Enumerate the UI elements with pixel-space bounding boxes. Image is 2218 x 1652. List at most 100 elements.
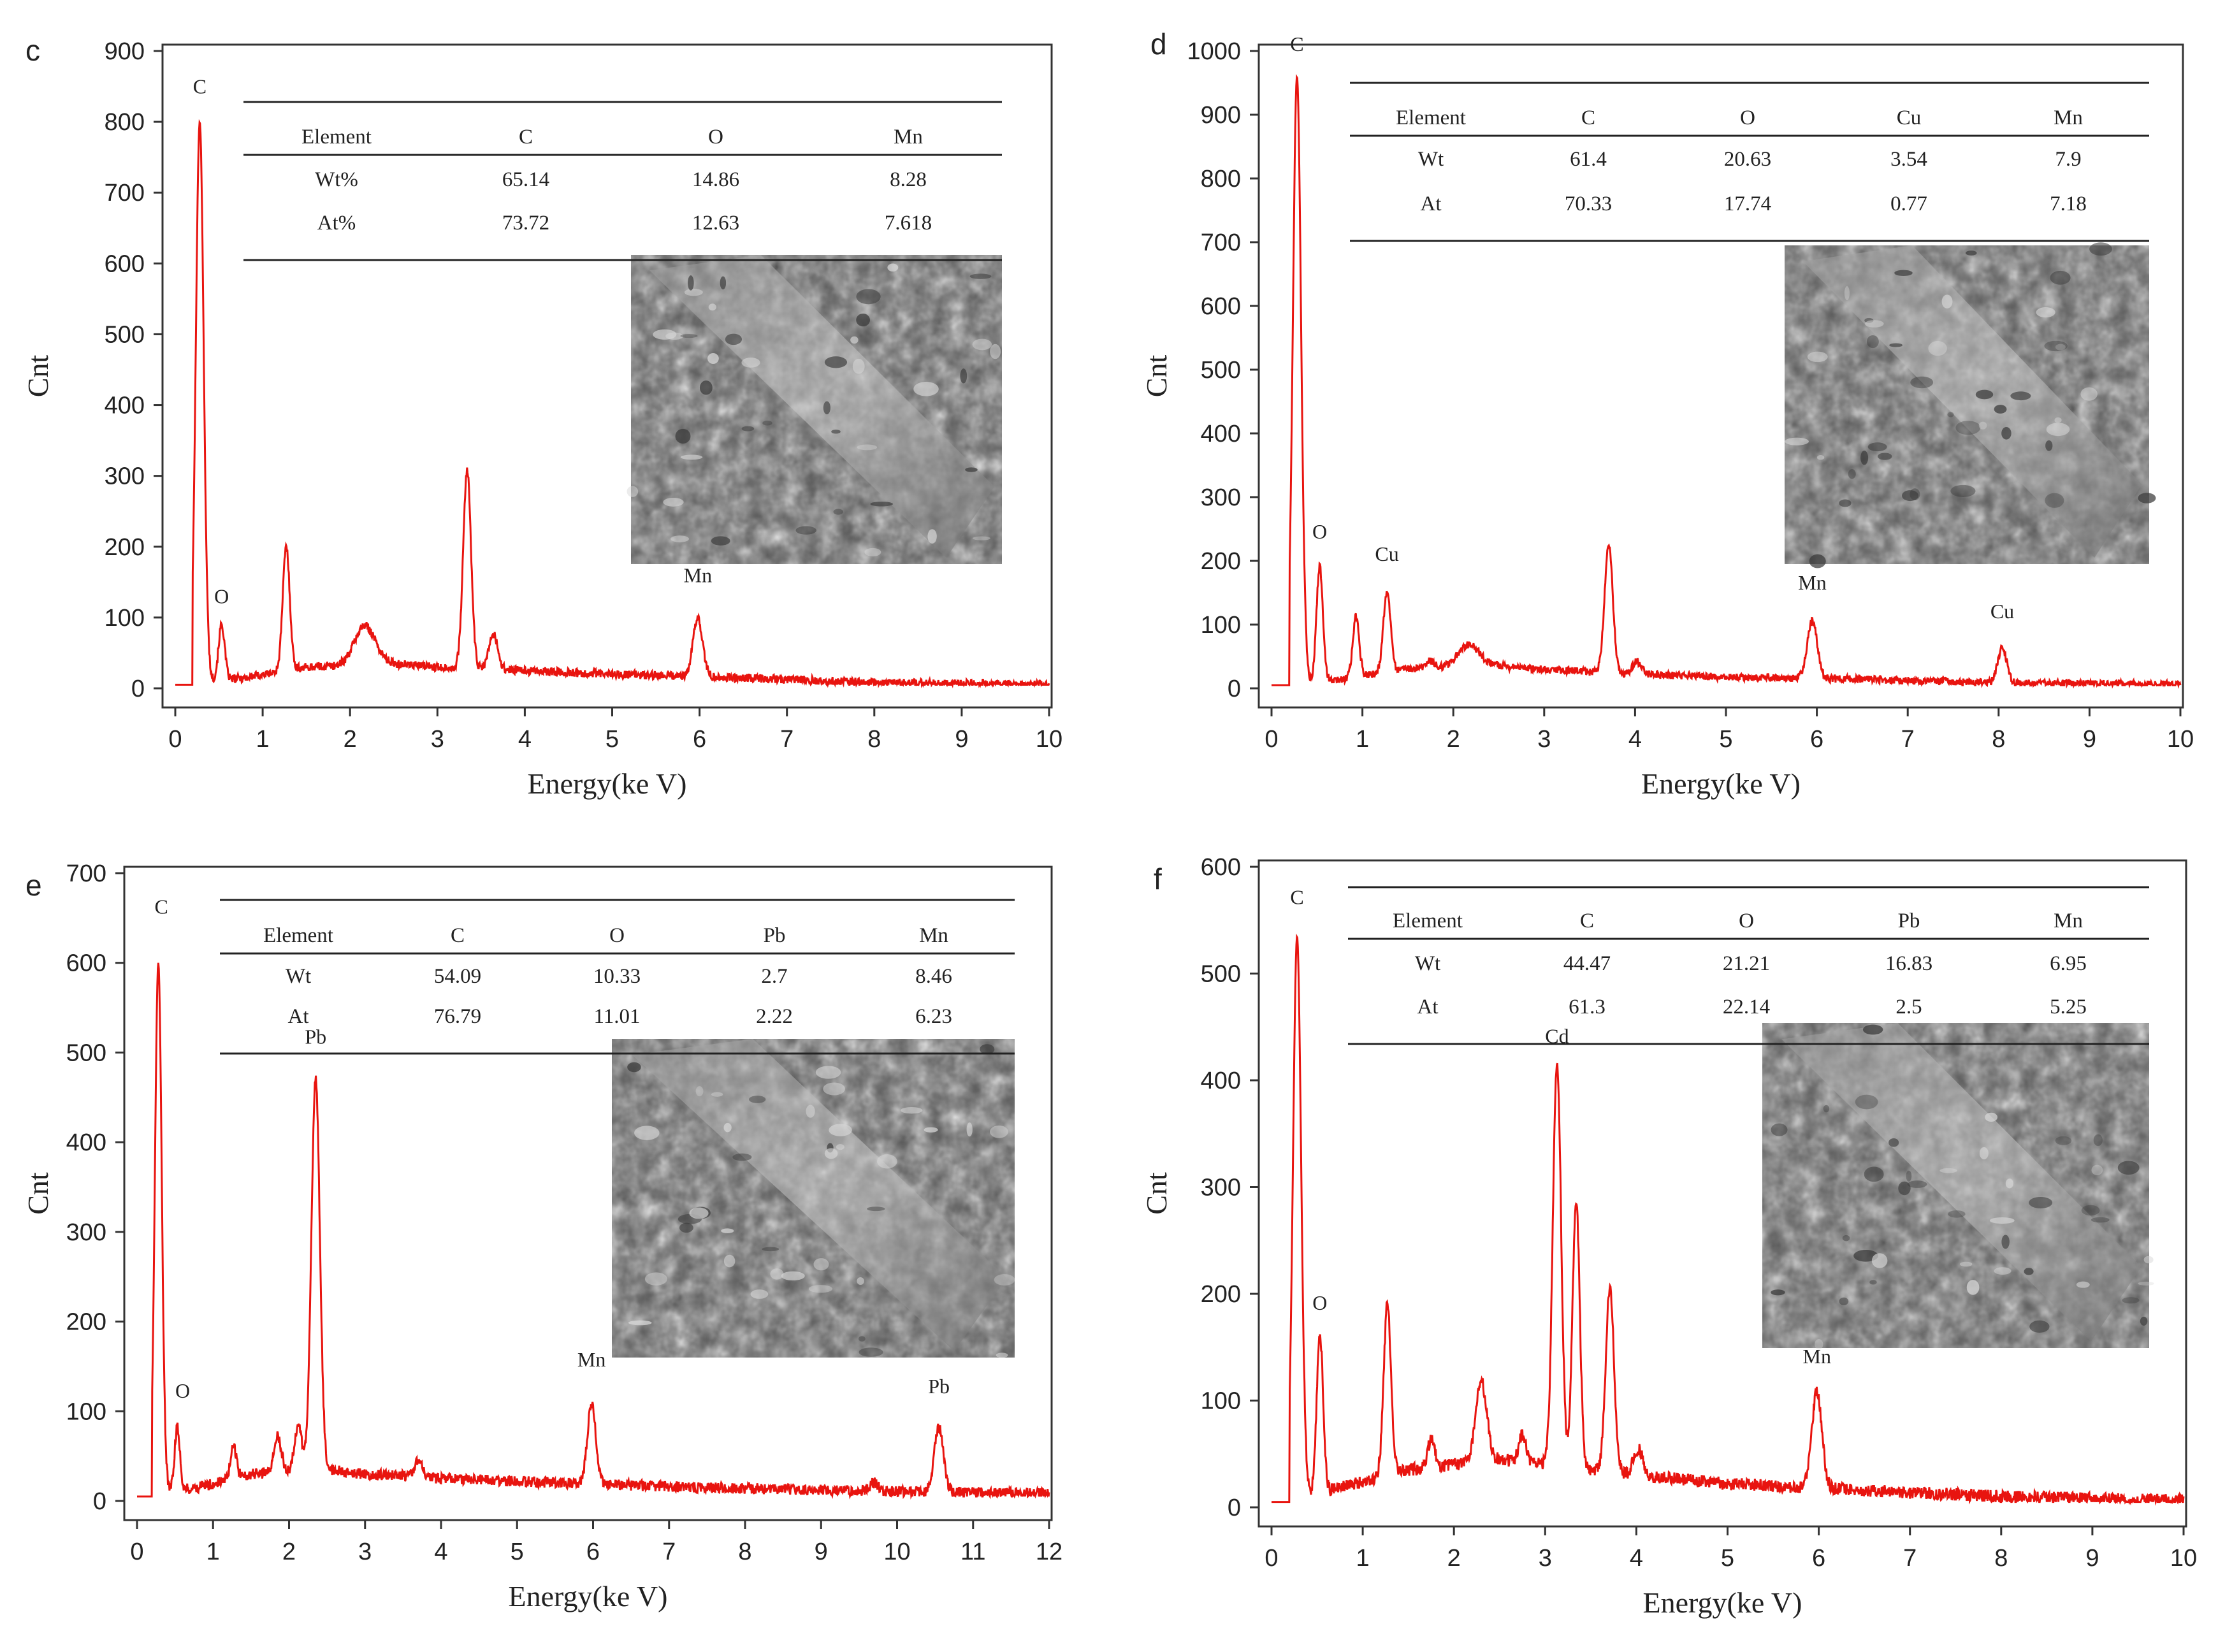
y-tick-label: 500 xyxy=(105,321,145,348)
y-tick-label: 400 xyxy=(1201,1068,1241,1094)
table-cell: 2.7 xyxy=(761,965,787,988)
x-tick-label: 4 xyxy=(434,1539,447,1565)
sem-inset-image xyxy=(1785,242,2156,569)
y-tick-label: 100 xyxy=(1201,612,1241,639)
x-tick-label: 3 xyxy=(1539,1545,1552,1572)
table-cell: 8.28 xyxy=(890,168,927,191)
x-tick-label: 2 xyxy=(282,1539,296,1565)
x-tick-label: 9 xyxy=(2085,1545,2099,1572)
table-cell: 73.72 xyxy=(502,212,549,235)
table-cell: 54.09 xyxy=(434,965,481,988)
x-tick-label: 9 xyxy=(955,726,968,753)
x-tick-label: 7 xyxy=(662,1539,676,1565)
table-header-cell: Element xyxy=(301,126,372,149)
x-tick-label: 8 xyxy=(867,726,881,753)
x-axis-label: Energy(ke V) xyxy=(1643,1586,1802,1619)
table-header-cell: O xyxy=(1740,106,1755,129)
table-cell: 8.46 xyxy=(915,965,952,988)
x-tick-label: 8 xyxy=(738,1539,751,1565)
x-tick-label: 0 xyxy=(168,726,182,753)
y-tick-label: 700 xyxy=(1201,229,1241,256)
panel-letter: e xyxy=(25,869,42,902)
chart-panel-e: e0 1 2 3 4 5 6 7 8 9 10 11 120100200300400500600700E… xyxy=(22,860,1062,1612)
y-tick-label: 700 xyxy=(105,180,145,207)
x-axis-label: Energy(ke V) xyxy=(1641,767,1801,800)
x-tick-label: 3 xyxy=(1537,726,1551,753)
x-tick-label: 0 xyxy=(130,1539,143,1565)
x-tick-label: 10 xyxy=(883,1539,910,1565)
sem-inset-image xyxy=(1762,1023,2154,1350)
y-tick-label: 700 xyxy=(66,860,106,887)
peak-label: Mn xyxy=(1798,571,1826,594)
y-tick-label: 100 xyxy=(66,1398,106,1425)
composition-table: Element C O Pb Mn Wt 54.09 10.33 2.7 8.46 At 76.79 1… xyxy=(220,899,1015,1055)
peak-label: O xyxy=(1312,1291,1327,1314)
x-axis-label: Energy(ke V) xyxy=(509,1580,668,1612)
table-header-cell: Element xyxy=(1396,106,1466,129)
table-header-cell: C xyxy=(451,924,465,947)
y-tick-label: 200 xyxy=(1201,548,1241,575)
x-tick-label: 9 xyxy=(2083,726,2096,753)
x-tick-label: 2 xyxy=(1447,1545,1461,1572)
peak-label: Mn xyxy=(684,563,712,586)
table-cell: Wt xyxy=(1418,148,1444,171)
x-tick-label: 2 xyxy=(1447,726,1460,753)
y-tick-label: 900 xyxy=(1201,102,1241,129)
table-cell: 21.21 xyxy=(1723,952,1770,975)
x-tick-label: 6 xyxy=(1812,1545,1825,1572)
table-header-cell: O xyxy=(609,924,625,947)
table-cell: 44.47 xyxy=(1563,952,1611,975)
sem-inset-image xyxy=(612,1039,1015,1358)
peak-label: C xyxy=(193,75,207,98)
y-tick-label: 200 xyxy=(1201,1281,1241,1308)
table-cell: 6.23 xyxy=(915,1005,952,1028)
peak-label: Cu xyxy=(1990,600,2014,623)
panel-letter: d xyxy=(1150,27,1167,61)
y-axis-label: Cnt xyxy=(22,355,54,398)
y-tick-label: 800 xyxy=(1201,166,1241,192)
plot-frame xyxy=(161,43,1053,709)
x-tick-label: 10 xyxy=(2170,1545,2197,1572)
table-cell: 65.14 xyxy=(502,168,549,191)
x-tick-label: 5 xyxy=(1719,726,1732,753)
table-header-cell: Pb xyxy=(764,924,786,947)
table-cell: 6.95 xyxy=(2050,952,2087,975)
x-tick-label: 4 xyxy=(1628,726,1642,753)
composition-table: Element C O Cu Mn Wt 61.4 20.63 3.54 7.9 At 70.33 17… xyxy=(1350,82,2149,242)
y-tick-label: 800 xyxy=(105,109,145,136)
y-tick-label: 100 xyxy=(1201,1388,1241,1415)
x-tick-label: 10 xyxy=(2167,726,2194,753)
plot-frame xyxy=(1258,43,2184,709)
x-tick-label: 9 xyxy=(815,1539,828,1565)
x-tick-label: 8 xyxy=(1992,726,2005,753)
table-header-cell: Mn xyxy=(2054,909,2083,932)
peak-label: C xyxy=(154,895,168,918)
table-cell: 12.63 xyxy=(692,212,739,235)
table-header-cell: Pb xyxy=(1898,909,1920,932)
table-cell: 20.63 xyxy=(1724,148,1771,171)
y-tick-label: 300 xyxy=(105,463,145,490)
y-tick-label: 500 xyxy=(1201,961,1241,988)
plot-frame xyxy=(1258,859,2187,1528)
x-tick-label: 7 xyxy=(1903,1545,1917,1572)
peak-label: O xyxy=(175,1379,190,1402)
table-header-cell: Element xyxy=(1393,909,1463,932)
peak-label: Cd xyxy=(1545,1024,1569,1047)
table-cell: 7.618 xyxy=(885,212,932,235)
y-tick-label: 300 xyxy=(1201,1175,1241,1201)
x-tick-label: 1 xyxy=(1356,1545,1370,1572)
x-tick-label: 5 xyxy=(511,1539,524,1565)
y-tick-label: 400 xyxy=(1201,421,1241,447)
x-tick-label: 7 xyxy=(1901,726,1915,753)
y-tick-label: 100 xyxy=(105,605,145,632)
table-cell: 3.54 xyxy=(1890,148,1927,171)
chart-panel-f: f0 1 2 3 4 5 6 7 8 9 100100200300400500600Energy(k… xyxy=(1140,854,2197,1619)
x-tick-label: 3 xyxy=(431,726,444,753)
spectrum-line xyxy=(175,119,1050,689)
chart-panel-c: c0 1 2 3 4 5 6 7 8 9 10010020030040050060070080090… xyxy=(22,34,1062,800)
table-cell: 0.77 xyxy=(1890,192,1927,215)
table-header-cell: Mn xyxy=(919,924,948,947)
table-cell: 61.3 xyxy=(1569,996,1606,1018)
table-cell: Wt xyxy=(1415,952,1440,975)
